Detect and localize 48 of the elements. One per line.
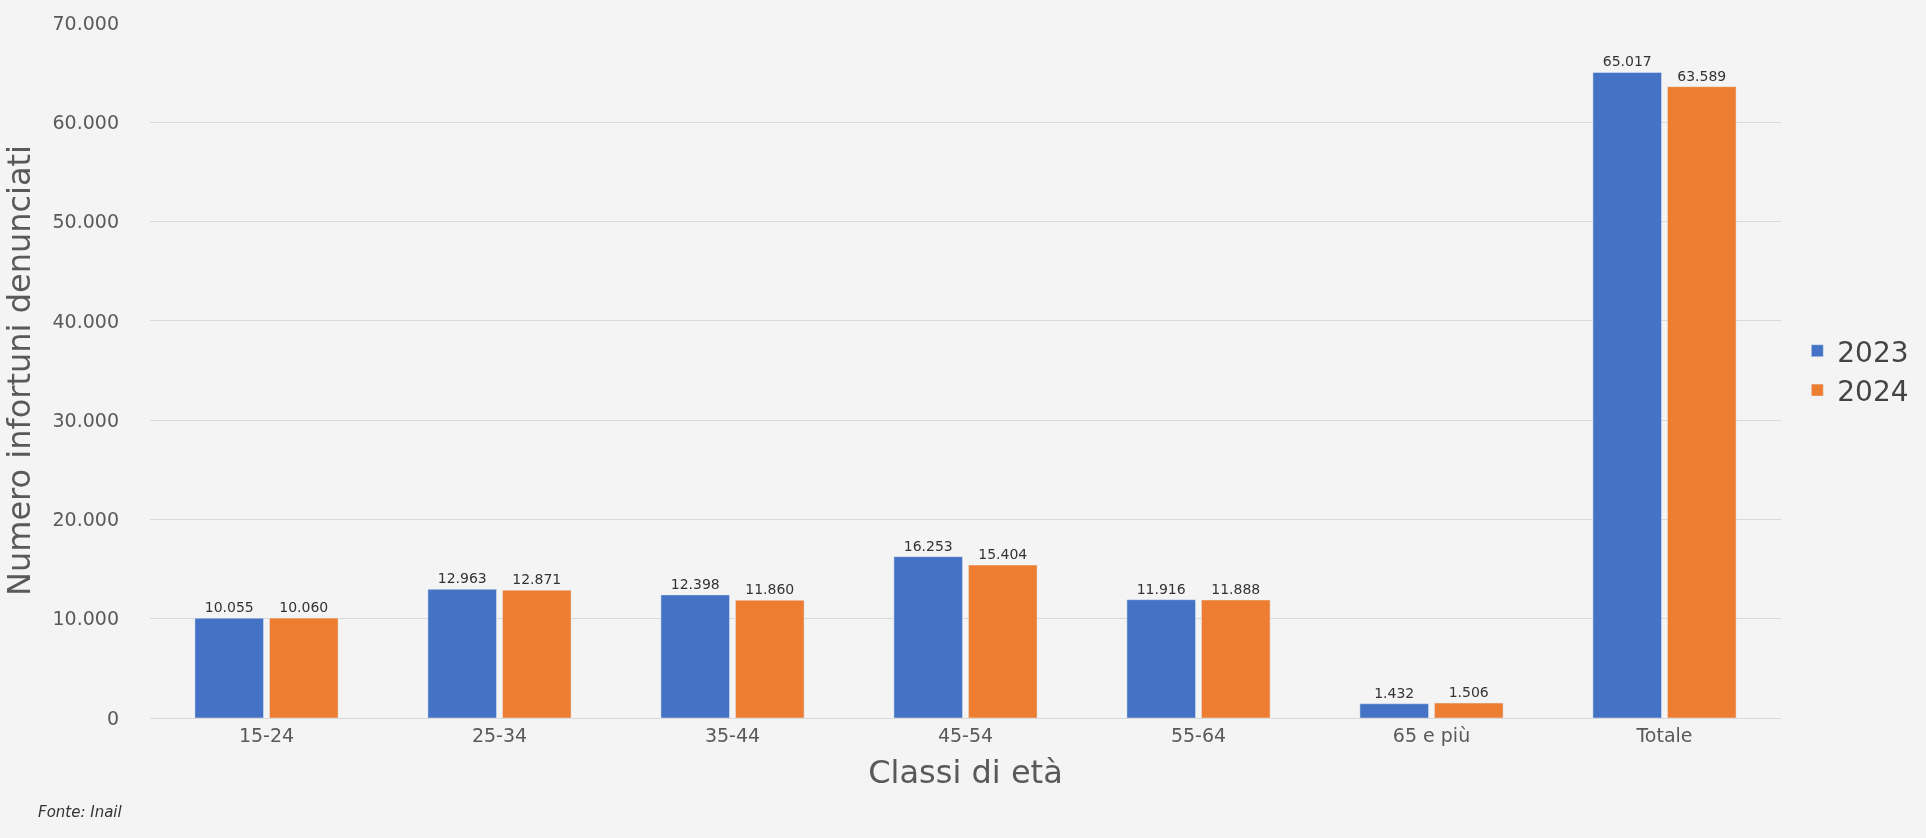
- x-tick-label: 55-64: [1170, 723, 1227, 746]
- data-label: 11.888: [1211, 580, 1261, 597]
- bar: [427, 589, 497, 718]
- bar: [1359, 703, 1429, 718]
- x-tick-label: 15-24: [238, 723, 295, 746]
- y-tick-label: 10.000: [52, 607, 119, 630]
- y-tick-label: 60.000: [52, 110, 119, 133]
- data-label: 65.017: [1602, 53, 1652, 70]
- data-label: 1.432: [1374, 684, 1415, 701]
- data-label: 11.916: [1136, 580, 1186, 597]
- x-tick-label: 35-44: [704, 723, 761, 746]
- data-label: 11.860: [745, 581, 795, 598]
- bar: [968, 564, 1038, 718]
- bar: [1434, 702, 1504, 718]
- bar: [502, 589, 572, 718]
- y-axis-title: Numero infortuni denunciati: [0, 145, 38, 596]
- legend-label: 2023: [1837, 335, 1909, 369]
- bar: [1592, 72, 1662, 718]
- y-tick-label: 70.000: [52, 11, 119, 34]
- x-tick-label: 25-34: [471, 723, 528, 746]
- data-label: 12.871: [512, 571, 562, 588]
- y-tick-label: 50.000: [52, 210, 119, 233]
- x-tick-label: 65 e più: [1392, 723, 1471, 746]
- y-tick-label: 40.000: [52, 309, 119, 332]
- data-label: 10.055: [204, 599, 254, 616]
- data-label: 10.060: [279, 599, 329, 616]
- bar: [1201, 599, 1271, 718]
- data-label: 16.253: [903, 537, 953, 554]
- y-tick-label: 0: [106, 706, 119, 729]
- bar: [735, 600, 805, 718]
- legend-label: 2024: [1837, 375, 1909, 409]
- y-tick-label: 20.000: [52, 508, 119, 531]
- bar: [660, 594, 730, 718]
- bar: [269, 617, 339, 718]
- source-note: Fonte: Inail: [38, 803, 123, 821]
- bar: [1126, 599, 1196, 718]
- x-tick-label: 45-54: [937, 723, 994, 746]
- x-axis-title: Classi di età: [868, 752, 1063, 791]
- data-label: 15.404: [978, 546, 1028, 563]
- bar: [194, 617, 264, 718]
- bar: [893, 556, 963, 718]
- bar: [1667, 86, 1737, 718]
- data-label: 12.398: [670, 575, 720, 592]
- data-label: 63.589: [1677, 67, 1727, 84]
- x-tick-label: Totale: [1635, 723, 1693, 746]
- data-label: 1.506: [1448, 684, 1489, 701]
- y-tick-label: 30.000: [52, 408, 119, 431]
- data-label: 12.963: [437, 570, 487, 587]
